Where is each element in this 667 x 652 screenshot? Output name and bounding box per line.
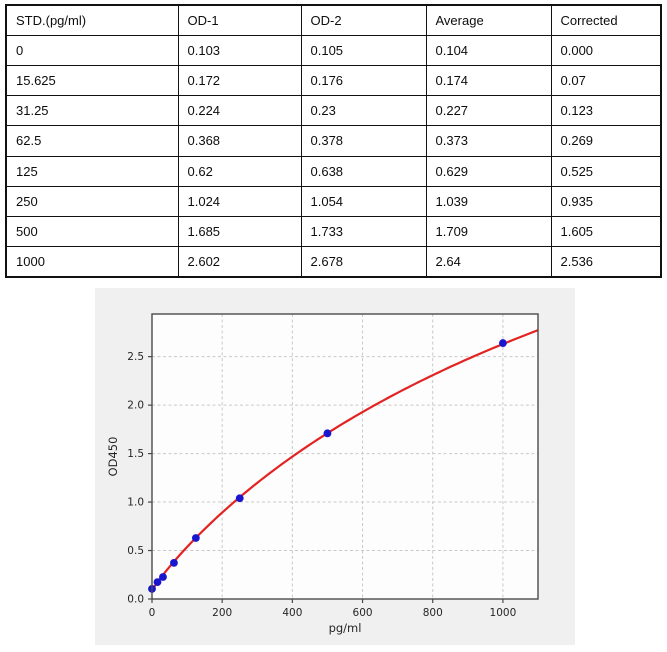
chart-canvas: 0 200 400 600 800 1000 0.0 0.5 1.0 1.5 2.0 2.5 pg/ml… xyxy=(95,288,575,645)
data-point xyxy=(159,573,167,581)
y-tick-label: 2.0 xyxy=(127,400,144,412)
table-row: 62.5 0.368 0.378 0.373 0.269 xyxy=(5,125,662,157)
x-tick-label: 400 xyxy=(282,607,302,619)
data-point xyxy=(170,558,178,567)
table-cell: 0.227 xyxy=(425,94,552,127)
table-cell: 0.23 xyxy=(300,94,427,127)
table-header: STD.(pg/ml) OD-1 OD-2 Average Corrected xyxy=(5,4,662,36)
table-cell: 0.62 xyxy=(177,155,302,187)
table-cell: 1.685 xyxy=(177,215,302,248)
data-point xyxy=(153,578,162,587)
table-cell: 250 xyxy=(5,185,179,218)
table-cell: 1.054 xyxy=(300,185,427,218)
table-row: 125 0.62 0.638 0.629 0.525 xyxy=(5,155,662,187)
table-cell: 2.602 xyxy=(177,246,302,278)
table-cell: 0.378 xyxy=(300,125,427,157)
x-tick-label: 1000 xyxy=(490,607,517,619)
table-cell: 0 xyxy=(5,34,179,66)
y-tick-label: 1.0 xyxy=(127,497,144,509)
table-cell: 62.5 xyxy=(5,125,179,157)
table-cell: 0.172 xyxy=(177,64,302,97)
table-cell: 31.25 xyxy=(5,94,179,127)
table-cell: 0.000 xyxy=(550,34,662,66)
table-row: 1000 2.602 2.678 2.64 2.536 xyxy=(5,246,662,278)
data-point xyxy=(235,494,244,503)
table-cell: 0.123 xyxy=(550,94,662,127)
x-tick-label: 600 xyxy=(353,607,373,619)
table-cell: 0.176 xyxy=(300,64,427,97)
table-cell: 2.64 xyxy=(425,246,552,278)
data-point xyxy=(323,429,332,438)
standard-curve-chart: 0 200 400 600 800 1000 0.0 0.5 1.0 1.5 2.0 2.5 pg/ml… xyxy=(95,288,575,645)
table-row: 0 0.103 0.105 0.104 0.000 xyxy=(5,34,662,66)
table-body: 0 0.103 0.105 0.104 0.000 15.625 0.172 0.176 0.1… xyxy=(5,34,662,278)
table-cell: 2.678 xyxy=(300,246,427,278)
y-axis-label: OD450 xyxy=(106,437,120,477)
table-row: 250 1.024 1.054 1.039 0.935 xyxy=(5,185,662,218)
table-cell: 125 xyxy=(5,155,179,187)
x-tick-label: 200 xyxy=(212,607,232,619)
table-cell: 1.024 xyxy=(177,185,302,218)
table-cell: 0.373 xyxy=(425,125,552,157)
table-cell: 15.625 xyxy=(5,64,179,97)
table-row: 15.625 0.172 0.176 0.174 0.07 xyxy=(5,64,662,97)
y-tick-label: 0.5 xyxy=(127,545,144,557)
column-header: Average xyxy=(425,4,552,36)
data-point xyxy=(191,534,200,542)
x-tick-label: 800 xyxy=(423,607,443,619)
table-cell: 500 xyxy=(5,215,179,248)
table-cell: 0.638 xyxy=(300,155,427,187)
table-cell: 0.103 xyxy=(177,34,302,66)
table-cell: 0.935 xyxy=(550,185,662,218)
standard-data-table: STD.(pg/ml) OD-1 OD-2 Average Corrected 0 0.1… xyxy=(5,4,662,278)
table-cell: 1.733 xyxy=(300,215,427,248)
table-cell: 0.525 xyxy=(550,155,662,187)
table-row: 31.25 0.224 0.23 0.227 0.123 xyxy=(5,94,662,127)
column-header: OD-1 xyxy=(177,4,302,36)
table-cell: 0.629 xyxy=(425,155,552,187)
y-tick-label: 0.0 xyxy=(127,594,144,606)
table-cell: 1.605 xyxy=(550,215,662,248)
table-cell: 0.07 xyxy=(550,64,662,97)
y-tick-label: 2.5 xyxy=(127,351,144,363)
x-axis-label: pg/ml xyxy=(329,621,362,635)
table-cell: 0.224 xyxy=(177,94,302,127)
table-row: 500 1.685 1.733 1.709 1.605 xyxy=(5,215,662,248)
axes-frame xyxy=(151,313,539,600)
column-header: Corrected xyxy=(550,4,662,36)
column-header: STD.(pg/ml) xyxy=(5,4,179,36)
table-cell: 1000 xyxy=(5,246,179,278)
x-tick-label: 0 xyxy=(149,607,156,619)
table-cell: 1.709 xyxy=(425,215,552,248)
table-cell: 1.039 xyxy=(425,185,552,218)
table-header-row: STD.(pg/ml) OD-1 OD-2 Average Corrected xyxy=(5,4,662,36)
table-cell: 0.104 xyxy=(425,34,552,66)
table-cell: 0.368 xyxy=(177,125,302,157)
table-cell: 0.174 xyxy=(425,64,552,97)
table-cell: 0.269 xyxy=(550,125,662,157)
table-cell: 0.105 xyxy=(300,34,427,66)
table-cell: 2.536 xyxy=(550,246,662,278)
fit-curve xyxy=(151,329,539,592)
plot-background xyxy=(152,314,538,599)
column-header: OD-2 xyxy=(300,4,427,36)
data-point xyxy=(499,339,507,347)
y-tick-label: 1.5 xyxy=(127,448,144,460)
